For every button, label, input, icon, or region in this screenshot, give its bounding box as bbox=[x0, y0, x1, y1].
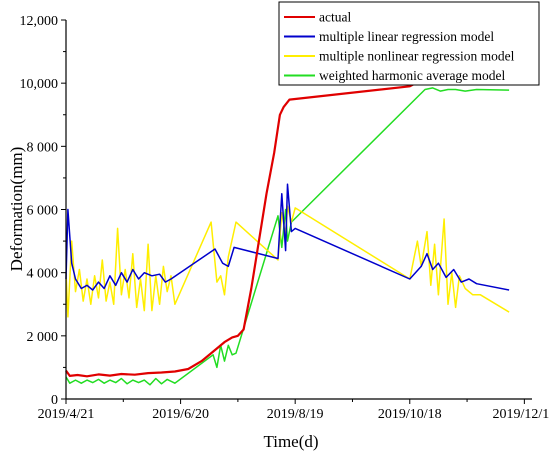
y-tick-label: 10,000 bbox=[20, 77, 59, 92]
series-line-actual bbox=[65, 70, 510, 378]
legend-box bbox=[278, 1, 540, 86]
series-line-multiple-nonlinear-regression-model bbox=[65, 205, 510, 318]
series-line-weighted-harmonic-average-model bbox=[65, 87, 510, 386]
legend-label: weighted harmonic average model bbox=[319, 68, 506, 83]
y-tick-label: 8 000 bbox=[27, 140, 59, 155]
y-tick-label: 12,000 bbox=[20, 14, 59, 29]
axes-layer: 0 2 000 4 000 6 000 8 000 10,000 12,000 2019/4/… bbox=[20, 14, 550, 422]
x-tick-label: 2019/4/21 bbox=[38, 407, 95, 422]
y-tick-label: 2 000 bbox=[27, 330, 59, 345]
series-line-multiple-linear-regression-model bbox=[65, 183, 510, 291]
y-tick-label: 6 000 bbox=[27, 204, 59, 219]
x-tick-label: 2019/12/17 bbox=[492, 407, 550, 422]
legend-label: multiple nonlinear regression model bbox=[319, 49, 515, 64]
legend: actual multiple linear regression model mu… bbox=[278, 1, 540, 86]
legend-label: multiple linear regression model bbox=[319, 29, 494, 44]
series-layer bbox=[65, 70, 510, 386]
x-tick-label: 2019/6/20 bbox=[152, 407, 209, 422]
y-axis-title: Deformation(mm) bbox=[7, 147, 26, 272]
x-axis-title: Time(d) bbox=[263, 432, 318, 451]
legend-label: actual bbox=[319, 10, 351, 25]
x-tick-label: 2019/10/18 bbox=[378, 407, 442, 422]
y-tick-label: 0 bbox=[51, 393, 58, 408]
y-tick-label: 4 000 bbox=[27, 267, 59, 282]
x-tick-label: 2019/8/19 bbox=[267, 407, 324, 422]
